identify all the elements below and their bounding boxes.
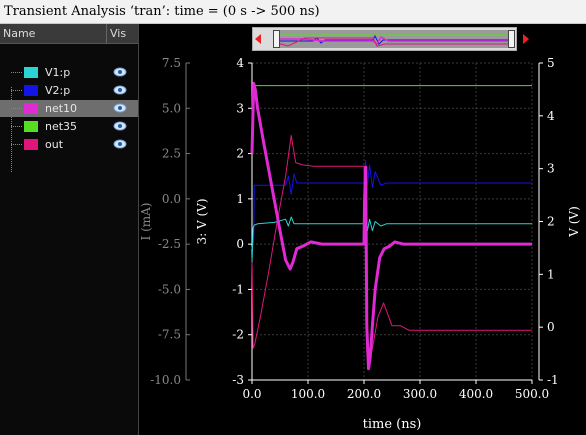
signal-color-swatch [24, 85, 38, 96]
signal-row[interactable]: net10 [0, 100, 138, 117]
window-title: Transient Analysis ‘tran’: time = (0 s -… [0, 0, 586, 24]
signal-row[interactable]: V2:p [0, 82, 138, 99]
scroll-right-arrow-icon[interactable] [523, 34, 529, 44]
signal-label: V2:p [45, 84, 71, 97]
tree-branch [11, 126, 22, 127]
tree-connector [11, 87, 12, 172]
signal-color-swatch [24, 103, 38, 114]
signal-row[interactable]: net35 [0, 118, 138, 135]
signal-browser-panel: Name Vis V1:p V2:p net10 net35 out [0, 24, 139, 435]
tree-branch [11, 72, 22, 73]
overview-preview [253, 28, 516, 50]
signal-label: net35 [45, 120, 78, 133]
signal-row[interactable]: V1:p [0, 64, 138, 81]
column-header-name[interactable]: Name [0, 24, 107, 44]
signal-label: net10 [45, 102, 78, 115]
visibility-eye-icon[interactable] [113, 121, 127, 131]
tree-branch [11, 144, 22, 145]
tree-branch [11, 90, 22, 91]
signal-label: out [45, 138, 64, 151]
signal-row[interactable]: out [0, 136, 138, 153]
plot-area [139, 24, 586, 435]
visibility-eye-icon[interactable] [113, 85, 127, 95]
zoom-handle-left[interactable] [273, 30, 280, 48]
signal-label: V1:p [45, 66, 71, 79]
visibility-eye-icon[interactable] [113, 139, 127, 149]
tree-branch [11, 108, 22, 109]
visibility-eye-icon[interactable] [113, 103, 127, 113]
scroll-left-arrow-icon[interactable] [255, 34, 261, 44]
column-header-vis[interactable]: Vis [107, 24, 138, 44]
signal-color-swatch [24, 67, 38, 78]
signal-color-swatch [24, 139, 38, 150]
visibility-eye-icon[interactable] [113, 67, 127, 77]
time-overview-strip[interactable] [252, 27, 529, 51]
signal-color-swatch [24, 121, 38, 132]
zoom-handle-right[interactable] [508, 30, 515, 48]
